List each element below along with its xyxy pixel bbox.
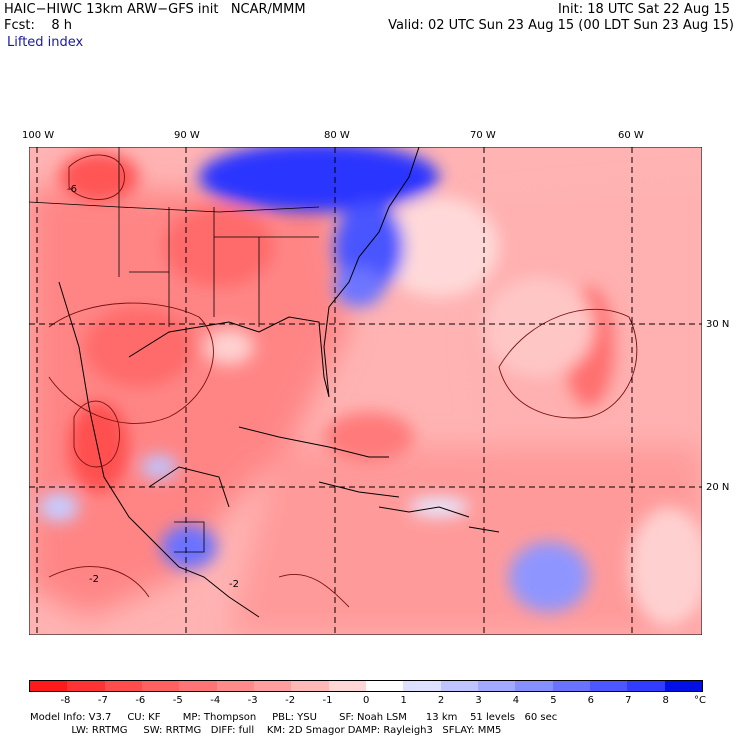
color-scale-tick: 8 — [662, 695, 669, 706]
color-swatch — [365, 681, 404, 691]
color-scale-tick: -1 — [322, 695, 333, 706]
lat-label-30n: 30 N — [706, 319, 730, 330]
color-swatch — [589, 681, 628, 691]
color-swatch — [403, 681, 441, 691]
color-swatch — [515, 681, 553, 691]
lon-label-60w: 60 W — [618, 130, 644, 141]
color-scale-tick: 1 — [400, 695, 407, 706]
color-scale-tick: 2 — [437, 695, 445, 706]
color-scale-tick: 6 — [587, 695, 595, 706]
color-swatch — [477, 681, 516, 691]
color-swatch — [67, 681, 105, 691]
color-scale-tick: -3 — [247, 695, 258, 706]
color-swatch — [664, 681, 702, 691]
lat-label-20n: 20 N — [706, 482, 730, 493]
contour-label: -2 — [229, 579, 239, 590]
color-scale-tick: 4 — [512, 695, 520, 706]
color-swatch — [30, 681, 68, 691]
lifted-index-map: -6 -2 -2 — [29, 147, 702, 635]
color-scale-tick: -4 — [210, 695, 221, 706]
model-info-line1: Model Info: V3.7 CU: KF MP: Thompson PBL… — [30, 712, 558, 723]
color-scale-tick: -7 — [97, 695, 108, 706]
color-scale-tick: 0 — [363, 695, 370, 706]
color-scale-tick: 7 — [625, 695, 632, 706]
color-scale-tick: 5 — [550, 695, 557, 706]
init-time: Init: 18 UTC Sat 22 Aug 15 — [557, 2, 730, 17]
color-swatch — [291, 681, 329, 691]
model-info-line2: LW: RRTMG SW: RRTMG DIFF: full KM: 2D Sm… — [30, 725, 502, 736]
color-swatch — [627, 681, 665, 691]
lon-label-70w: 70 W — [470, 130, 496, 141]
color-scale-tick: -6 — [135, 695, 146, 706]
color-swatch — [179, 681, 217, 691]
color-scale-tick: 3 — [475, 695, 482, 706]
lon-label-100w: 100 W — [22, 130, 55, 141]
color-scale-tick: -5 — [172, 695, 183, 706]
contour-label: -2 — [89, 574, 99, 585]
color-scale-tick: -8 — [60, 695, 71, 706]
color-swatch — [216, 681, 254, 691]
color-swatch — [104, 681, 142, 691]
color-swatch — [141, 681, 180, 691]
valid-time: Valid: 02 UTC Sun 23 Aug 15 (00 LDT Sun … — [388, 18, 734, 33]
color-swatch — [328, 681, 366, 691]
color-scale-bar — [29, 680, 703, 692]
map-title: HAIC−HIWC 13km ARW−GFS init NCAR/MMM — [4, 2, 306, 17]
lon-label-90w: 90 W — [174, 130, 200, 141]
color-scale-unit: °C — [694, 695, 706, 706]
color-swatch — [552, 681, 590, 691]
forecast-hour: Fcst: 8 h — [4, 18, 73, 33]
lon-label-80w: 80 W — [324, 130, 350, 141]
contour-label: -6 — [67, 184, 77, 195]
field-name: Lifted index — [7, 35, 84, 50]
color-swatch — [440, 681, 478, 691]
color-swatch — [253, 681, 292, 691]
color-scale-tick: -2 — [285, 695, 296, 706]
